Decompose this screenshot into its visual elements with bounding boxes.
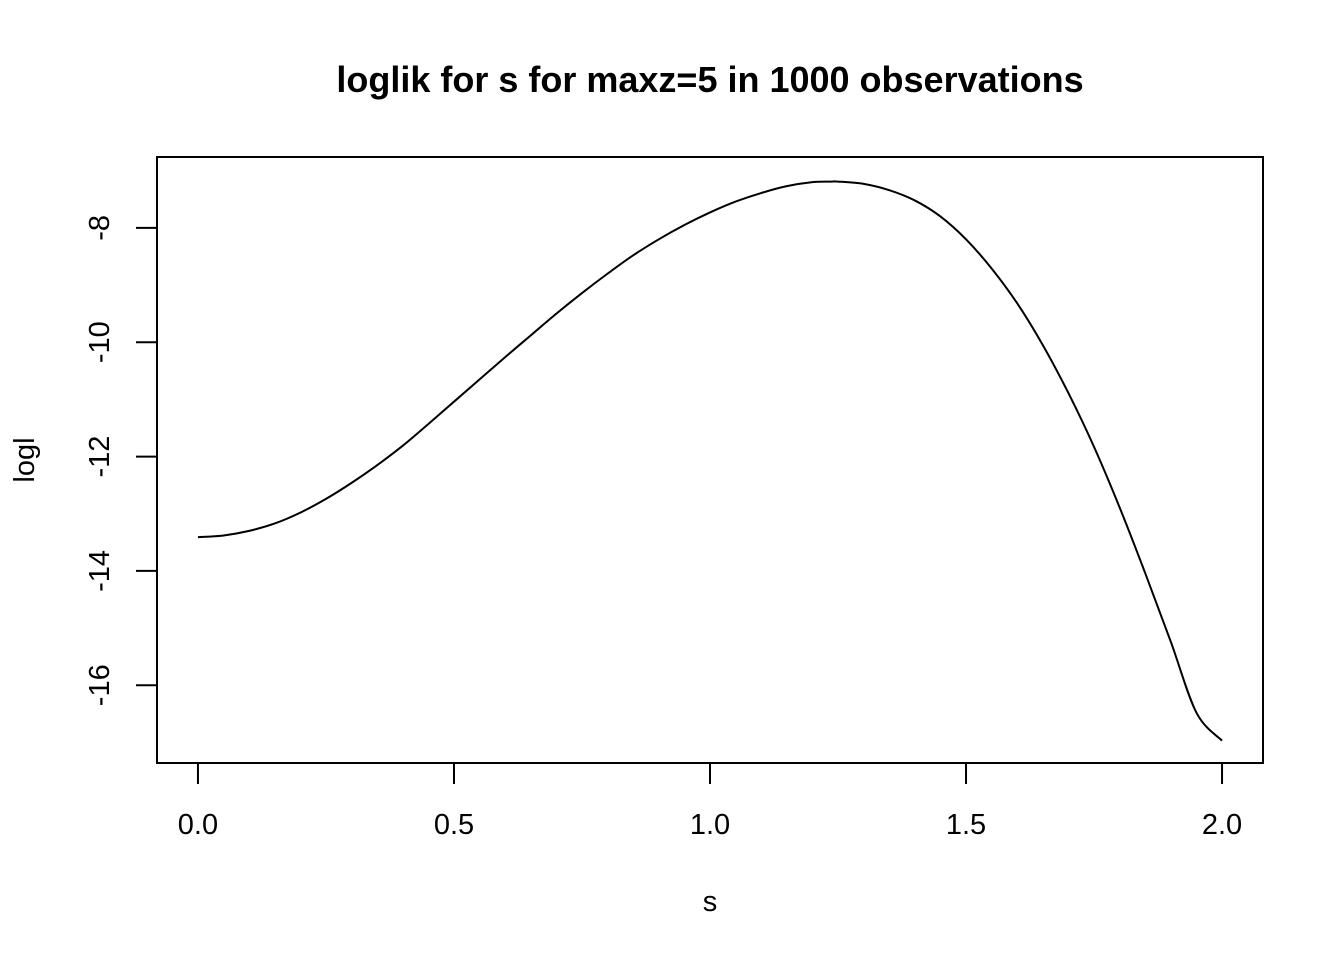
y-tick-label: -10: [84, 321, 116, 363]
x-tick-label: 2.0: [1202, 809, 1242, 841]
x-axis-label: s: [703, 886, 718, 918]
y-axis-label: logl: [9, 437, 41, 482]
x-tick-label: 0.0: [178, 809, 218, 841]
chart-title: loglik for s for maxz=5 in 1000 observat…: [336, 59, 1083, 100]
x-tick-label: 1.5: [946, 809, 986, 841]
x-axis: 0.0 0.5 1.0 1.5 2.0: [178, 762, 1242, 841]
y-tick-label: -8: [84, 215, 116, 241]
loglik-curve: [197, 180, 1223, 742]
y-tick-label: -14: [84, 550, 116, 592]
plot-frame: [156, 156, 1264, 764]
y-tick-label: -16: [84, 664, 116, 706]
x-tick-label: 0.5: [434, 809, 474, 841]
y-tick-label: -12: [84, 436, 116, 478]
y-axis: -16 -14 -12 -10 -8: [84, 215, 158, 706]
x-tick-label: 1.0: [690, 809, 730, 841]
